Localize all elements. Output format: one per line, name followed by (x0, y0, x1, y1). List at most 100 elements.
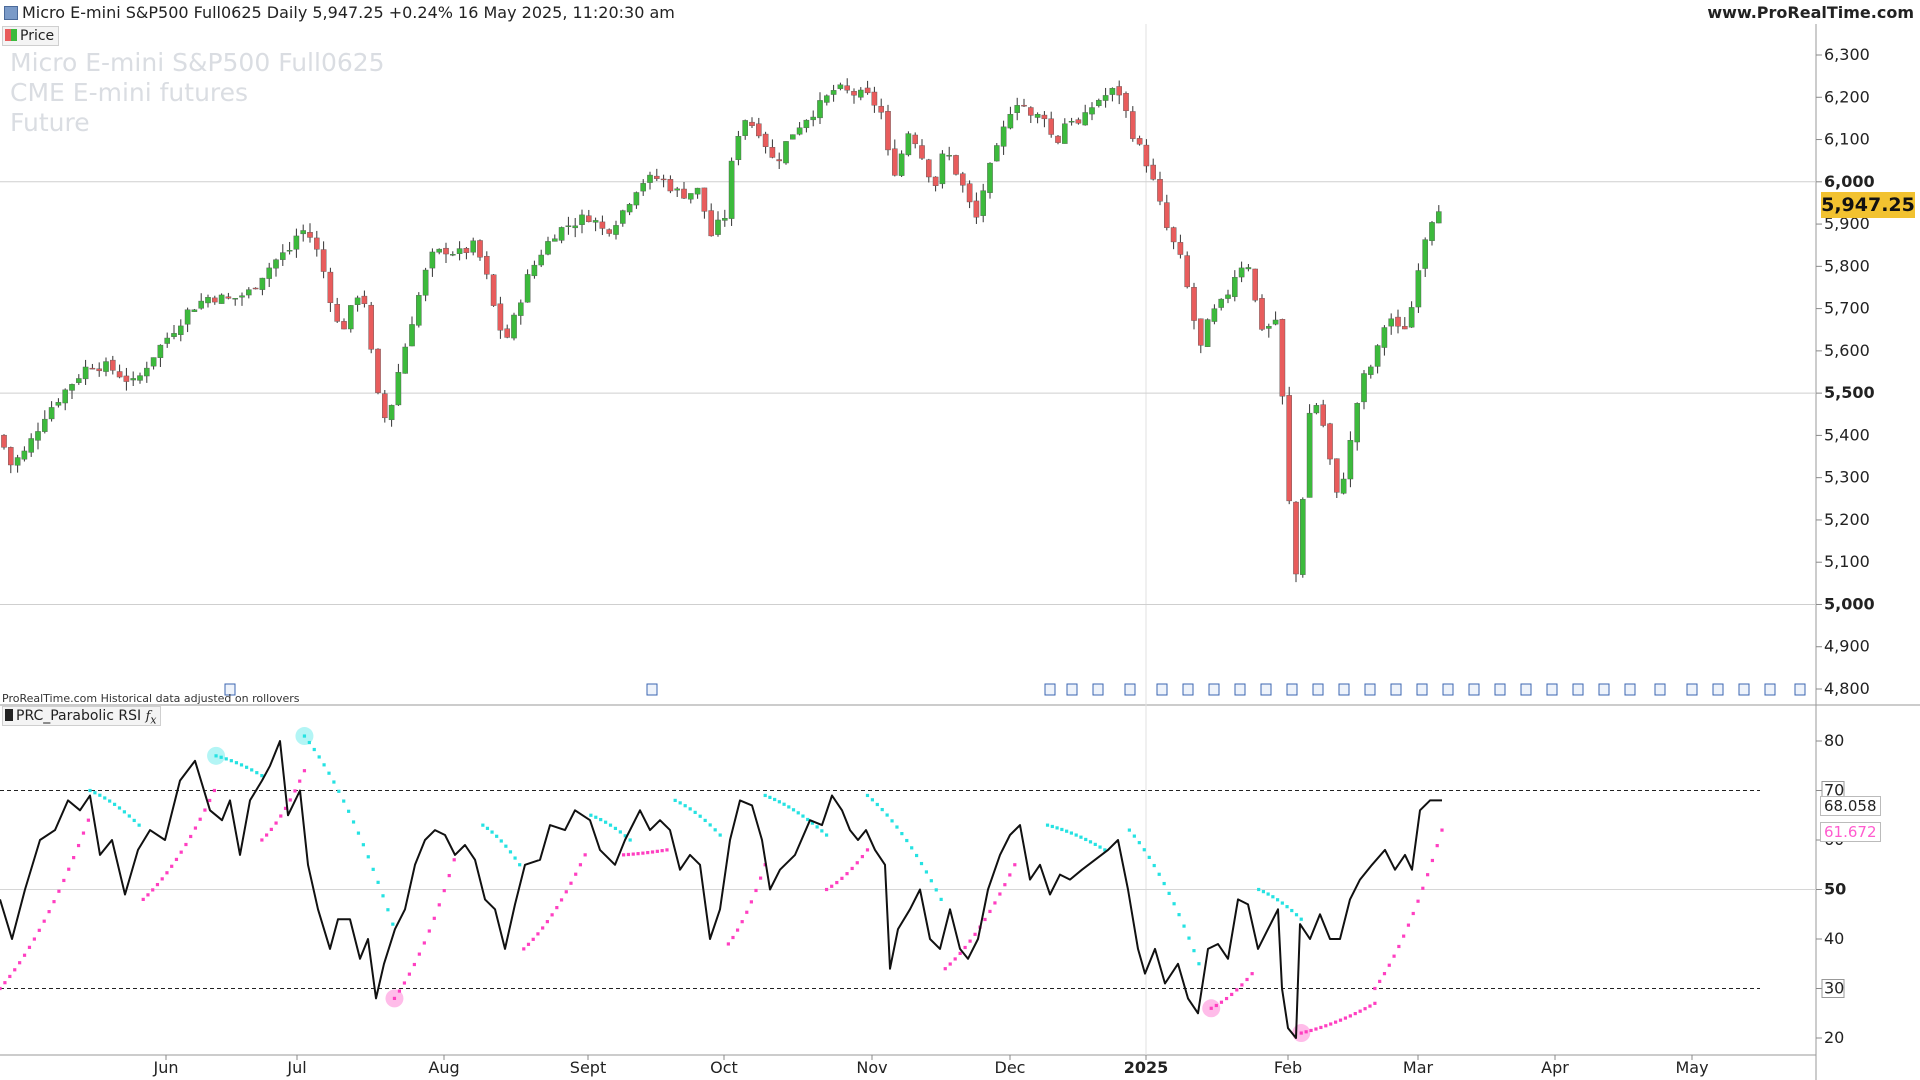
chart-canvas[interactable]: 6,300 6,200 6,100 6,000 5,900 5,800 5,700 5,600… (0, 24, 1920, 1080)
candle-up (803, 119, 810, 129)
formula-icon[interactable]: fx (145, 709, 157, 727)
sar-dot (895, 825, 899, 829)
candle-up (456, 248, 463, 254)
rsi-tick-label: 30 (1824, 979, 1844, 998)
candle-up (552, 238, 558, 242)
candle-down (89, 367, 96, 370)
price-panel-tag[interactable]: Price (2, 26, 60, 46)
candle-up (1415, 270, 1422, 308)
time-tick-label: Feb (1274, 1058, 1302, 1077)
candle-up (1299, 499, 1306, 575)
sar-dot (108, 799, 112, 803)
sar-dot (1319, 1025, 1323, 1030)
sar-dot (283, 806, 288, 810)
chart-title: Micro E-mini S&P500 Full0625 Daily 5,947… (4, 3, 675, 22)
candle-down (1401, 326, 1408, 330)
candle-up (1374, 345, 1381, 367)
candle-down (1041, 114, 1048, 120)
time-tick-label: Nov (856, 1058, 887, 1077)
candle-up (293, 235, 300, 250)
candle-up (987, 162, 993, 193)
sar-dot (929, 879, 933, 883)
sar-dot (713, 828, 717, 832)
sar-dot (1397, 944, 1401, 949)
report-icon (1468, 683, 1480, 696)
sar-dot (618, 830, 622, 834)
report-icon (1738, 683, 1750, 696)
candle-down (1327, 423, 1333, 460)
sar-dot (953, 957, 957, 961)
sar-dot (820, 829, 824, 833)
price-tag-label: Price (20, 28, 55, 44)
candle-up (531, 264, 538, 277)
sar-dot (564, 890, 568, 894)
candle-up (1265, 326, 1272, 329)
time-tick-label: Jun (153, 1058, 179, 1077)
sar-dot (626, 852, 631, 857)
candle-down (1184, 255, 1190, 288)
sar-dot (943, 967, 947, 971)
indicator-panel-tag[interactable]: PRC_Parabolic RSI fx (2, 706, 162, 727)
sar-dot (1127, 828, 1131, 832)
sar-dot (1411, 911, 1415, 916)
sar-dot (934, 888, 938, 892)
candle-down (892, 148, 898, 176)
price-tick-label: 6,100 (1824, 130, 1870, 149)
sar-dot (1421, 886, 1425, 890)
sar-dot (608, 823, 613, 827)
sar-dot (1003, 883, 1007, 887)
candle-down (762, 133, 769, 147)
sar-dot (801, 814, 805, 818)
candle-up (348, 305, 354, 330)
candle-up (416, 295, 422, 326)
candle-up (1429, 222, 1435, 241)
sar-dot (103, 796, 107, 800)
report-icon (1066, 683, 1078, 696)
sar-dot (900, 832, 904, 836)
sar-dot (1250, 972, 1254, 976)
sar-dot (391, 922, 395, 926)
candle-down (932, 176, 939, 186)
sar-dot (1008, 873, 1012, 877)
candle-up (130, 378, 137, 381)
sar-dot (184, 842, 188, 847)
sar-dot (203, 808, 207, 812)
sar-dot (1338, 1018, 1343, 1022)
sar-dot (983, 917, 987, 922)
sar-reversal-marker (295, 727, 314, 746)
sar-dot (1162, 881, 1166, 886)
rsi-tick-label: 20 (1824, 1028, 1844, 1047)
price-tick-label: 5,700 (1824, 299, 1870, 318)
candle-up (592, 220, 599, 223)
site-url[interactable]: www.ProRealTime.com (1707, 3, 1914, 22)
sar-dot (392, 996, 397, 1000)
report-icon (1364, 683, 1376, 696)
candle-down (681, 188, 687, 199)
candle-down (109, 359, 116, 371)
candle-down (1177, 242, 1184, 255)
candle-up (524, 274, 531, 303)
candle-up (1102, 95, 1109, 101)
candle-down (1395, 316, 1401, 327)
sar-dot (245, 765, 249, 769)
candle-down (1048, 118, 1054, 135)
sar-dot (1157, 872, 1161, 876)
time-tick-label: Apr (1541, 1058, 1569, 1077)
candle-down (1191, 287, 1197, 321)
sar-dot (845, 872, 849, 876)
candle-up (817, 100, 823, 119)
sar-dot (1358, 1009, 1362, 1013)
candle-up (722, 218, 728, 221)
sar-dot (288, 798, 292, 802)
report-icon (1390, 683, 1402, 696)
candle-up (1034, 114, 1041, 118)
sar-dot (1055, 826, 1059, 830)
candle-up (1388, 318, 1394, 327)
price-tick-label: 5,500 (1824, 383, 1875, 402)
sar-dot (1065, 829, 1069, 833)
candle-down (116, 371, 123, 378)
sar-dot (555, 906, 559, 910)
candle-up (1313, 405, 1320, 414)
report-icon (1234, 683, 1246, 696)
candle-down (912, 134, 918, 145)
